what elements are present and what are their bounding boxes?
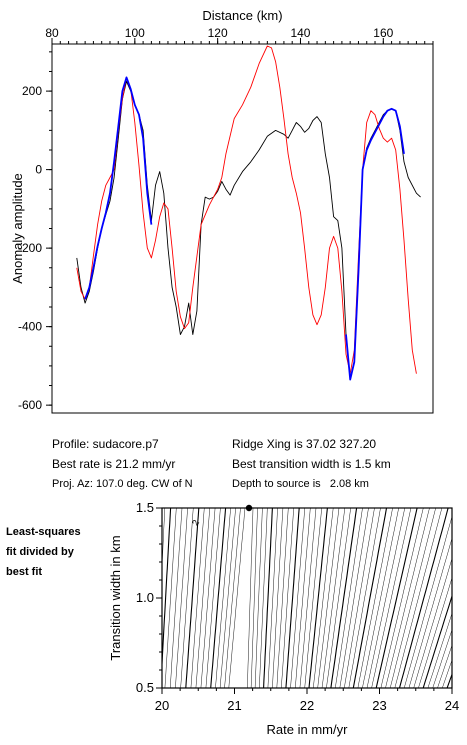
contour-line — [162, 508, 449, 688]
contour-line — [175, 508, 311, 688]
y-tick-label: 200 — [22, 84, 42, 98]
x-axis-title: Distance (km) — [202, 8, 282, 23]
contour-line — [215, 508, 268, 688]
y-axis-title: Anomaly amplitude — [10, 173, 25, 284]
contour-line — [219, 508, 263, 688]
x-tick-label: 20 — [155, 698, 169, 713]
side-label-line-3: best fit — [6, 566, 43, 578]
contour-line — [162, 508, 393, 688]
contour-line — [162, 508, 412, 688]
contour-line — [162, 508, 351, 688]
contour-line — [162, 508, 328, 688]
profile-label: Profile: sudacore.p7 — [52, 437, 159, 451]
contour-line — [162, 508, 388, 688]
contour-line — [162, 508, 375, 688]
ridge-crossing-label: Ridge Xing is 37.02 327.20 — [232, 437, 377, 451]
contour-line — [162, 508, 358, 688]
x-tick-label: 23 — [372, 698, 386, 713]
contour-line — [162, 508, 452, 688]
contour-line — [228, 508, 254, 688]
contour-line — [164, 508, 322, 688]
y-tick-label: -200 — [18, 241, 42, 255]
contour-line — [224, 508, 258, 688]
y-tick-label: -600 — [18, 398, 42, 412]
depth-label: Depth to source is 2.08 km — [232, 478, 369, 490]
contour-line — [162, 508, 436, 688]
contour-lines — [162, 508, 452, 688]
contour-line — [162, 508, 430, 688]
y-tick-label: 0.5 — [136, 680, 154, 695]
anomaly-chart: 80 100 120 140 160 Distance (km) 200 0 -200 -400 -… — [10, 8, 434, 414]
contour-line — [190, 508, 294, 688]
x-tick-label: 24 — [445, 698, 459, 713]
x-tick-label: 22 — [300, 698, 314, 713]
contour-line — [162, 508, 340, 688]
contour-line — [162, 508, 406, 688]
contour-line — [162, 508, 452, 688]
side-label: Least-squares fit divided by best fit — [6, 522, 81, 582]
best-rate-label: Best rate is 21.2 mm/yr — [52, 457, 176, 471]
contour-line — [162, 508, 452, 688]
best-fit-marker — [245, 504, 253, 512]
contour-line — [162, 508, 452, 688]
y-tick-label: 1.5 — [136, 500, 154, 515]
side-label-line-2: fit divided by — [6, 546, 74, 558]
best-width-label: Best transition width is 1.5 km — [232, 457, 391, 471]
contour-line — [185, 508, 300, 688]
contour-line — [162, 508, 369, 688]
y-axis-title: Transition width in km — [108, 535, 123, 660]
contour-line — [162, 508, 424, 688]
contour-line — [205, 508, 278, 688]
x-axis-title: Rate in mm/yr — [267, 722, 349, 737]
series-line — [345, 107, 405, 381]
contour-line — [162, 508, 452, 688]
x-tick-label: 120 — [208, 26, 228, 40]
x-tick-label: 100 — [125, 26, 145, 40]
misfit-contour-chart: 20 21 22 23 24 Rate in mm/yr 1.5 1.0 0.5 Transiti… — [108, 500, 459, 737]
x-tick-label: 21 — [227, 698, 241, 713]
x-tick-label: 140 — [290, 26, 310, 40]
side-label-line-1: Least-squares — [6, 526, 81, 538]
contour-line — [162, 508, 418, 688]
series-line — [76, 80, 421, 381]
projection-azimuth-label: Proj. Az: 107.0 deg. CW of N — [52, 478, 193, 490]
contour-line — [210, 508, 273, 688]
contour-line — [162, 508, 399, 688]
contour-line — [162, 508, 363, 688]
y-tick-label: 0 — [35, 163, 42, 177]
contour-line — [162, 508, 452, 688]
x-tick-label: 80 — [45, 26, 59, 40]
contour-line — [162, 508, 334, 688]
contour-line — [162, 508, 346, 688]
contour-line — [162, 508, 443, 688]
contour-line — [180, 508, 305, 688]
contour-line — [169, 508, 317, 688]
series-line — [84, 76, 153, 300]
plot-frame — [51, 43, 434, 414]
contour-value-label: 2 — [190, 518, 201, 527]
contour-line — [162, 508, 381, 688]
x-tick-label: 160 — [373, 26, 393, 40]
contour-line — [195, 508, 289, 688]
y-tick-label: 1.0 — [136, 590, 154, 605]
contour-line — [200, 508, 284, 688]
y-tick-label: -400 — [18, 320, 42, 334]
series-line — [76, 45, 417, 375]
